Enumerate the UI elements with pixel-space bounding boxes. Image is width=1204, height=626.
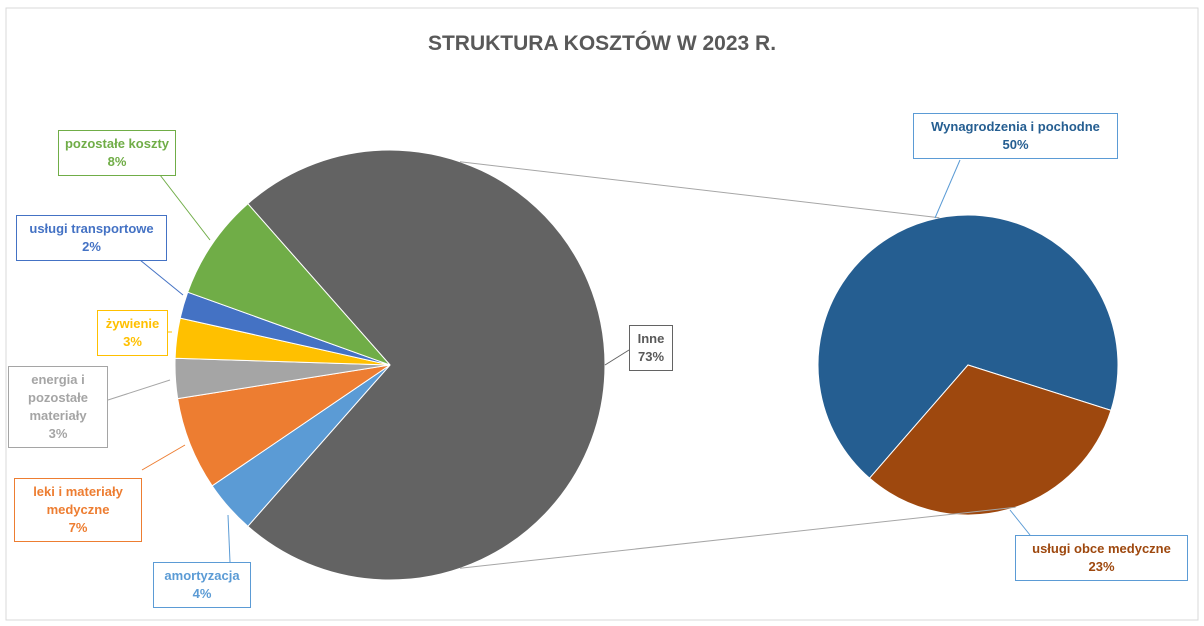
leader-line	[604, 349, 630, 366]
label-name: Wynagrodzenia i pochodne	[931, 119, 1100, 134]
label-name: usługi transportowe	[29, 221, 154, 236]
label-name: usługi obce medyczne	[1032, 541, 1171, 556]
pie-slice	[868, 364, 1112, 516]
data-label: energia i pozostałe materiały 3%	[8, 366, 108, 448]
pie-slice	[247, 149, 606, 581]
connector-line	[459, 506, 1016, 569]
label-name: żywienie	[105, 316, 160, 331]
chart-frame	[5, 7, 1199, 621]
data-label: pozostałe koszty 8%	[58, 130, 176, 176]
label-value: 50%	[1002, 137, 1029, 152]
label-name: leki i materiały medyczne	[33, 484, 123, 517]
label-value: 3%	[48, 426, 68, 441]
leader-line	[139, 259, 184, 296]
pie-slice	[187, 203, 391, 366]
data-label: żywienie 3%	[97, 310, 168, 356]
label-value: 4%	[192, 586, 212, 601]
data-label: Wynagrodzenia i pochodne 50%	[913, 113, 1118, 159]
leader-line	[1009, 509, 1031, 536]
label-name: energia i pozostałe materiały	[28, 372, 88, 423]
label-name: pozostałe koszty	[64, 136, 170, 151]
leader-line	[107, 379, 171, 401]
label-value: 23%	[1088, 559, 1115, 574]
leader-line	[934, 159, 961, 219]
label-value: 3%	[123, 334, 142, 349]
data-label: amortyzacja 4%	[153, 562, 251, 608]
label-name: amortyzacja	[164, 568, 240, 583]
data-label: Inne 73%	[629, 325, 673, 371]
data-label: leki i materiały medyczne 7%	[14, 478, 142, 542]
label-value: 7%	[68, 520, 88, 535]
data-label: usługi transportowe 2%	[16, 215, 167, 261]
label-value: 8%	[107, 154, 127, 169]
connector-line	[459, 161, 940, 219]
label-value: 2%	[82, 239, 101, 254]
pie-slice	[817, 214, 1119, 479]
label-value: 73%	[637, 349, 665, 364]
leader-line	[227, 514, 231, 563]
chart-title: STRUKTURA KOSZTÓW W 2023 R.	[427, 32, 777, 55]
data-label: usługi obce medyczne 23%	[1015, 535, 1188, 581]
label-name: Inne	[637, 331, 665, 346]
leader-line	[159, 174, 211, 241]
leader-line	[141, 444, 186, 471]
